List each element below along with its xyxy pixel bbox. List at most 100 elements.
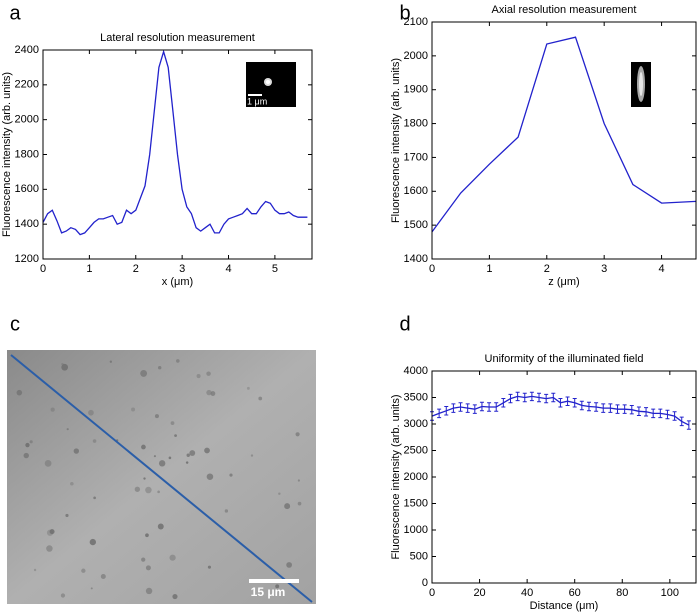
particle: [158, 366, 162, 370]
y-axis-label: Fluorescence intensity (arb. units): [390, 58, 402, 223]
particle: [88, 409, 94, 416]
particle: [295, 432, 300, 437]
particle: [186, 453, 190, 457]
micrograph: [7, 350, 316, 604]
particle: [284, 503, 291, 510]
y-tick-label: 1400: [404, 253, 428, 265]
error-bar: [565, 396, 570, 406]
particle: [175, 359, 180, 363]
y-tick-label: 500: [410, 550, 428, 562]
particle: [158, 460, 166, 467]
particle: [286, 562, 292, 568]
x-tick-label: 60: [569, 587, 581, 599]
particle: [23, 452, 29, 459]
error-bar: [572, 398, 577, 408]
particle: [49, 529, 55, 535]
particle: [33, 568, 37, 572]
particle: [206, 389, 212, 396]
chart-title: Lateral resolution measurement: [100, 32, 255, 44]
y-tick-label: 1000: [404, 524, 428, 536]
error-bar: [636, 406, 641, 417]
particle: [297, 479, 300, 482]
y-axis-label: Fluorescence intensity (arb. units): [390, 394, 402, 559]
particle: [206, 371, 211, 376]
error-bar: [444, 406, 449, 416]
y-tick-label: 1500: [404, 497, 428, 509]
particle: [168, 456, 172, 460]
y-tick-label: 4000: [404, 365, 428, 377]
x-tick-label: 2: [133, 263, 139, 275]
y-tick-label: 1800: [15, 148, 39, 160]
particle: [65, 513, 69, 518]
x-tick-label: 0: [429, 263, 435, 275]
particle: [224, 509, 229, 513]
profile-line: [10, 354, 313, 603]
y-tick-label: 1600: [15, 183, 39, 195]
particle: [246, 386, 250, 390]
particle: [90, 587, 93, 590]
error-bar: [472, 404, 477, 414]
particle: [196, 374, 201, 379]
particle: [275, 584, 280, 589]
particle: [141, 444, 146, 450]
particle: [153, 455, 156, 458]
particle: [210, 391, 216, 396]
particle: [50, 407, 55, 412]
particle: [169, 554, 176, 561]
y-tick-label: 1200: [15, 253, 39, 265]
x-tick-label: 2: [544, 263, 550, 275]
error-bar: [451, 403, 456, 413]
error-bar: [601, 403, 606, 413]
particle: [131, 407, 136, 412]
particle: [93, 496, 96, 500]
error-bar: [608, 403, 613, 413]
particle: [81, 568, 86, 573]
error-bar: [686, 420, 691, 430]
particle: [297, 501, 302, 506]
particle: [46, 545, 53, 552]
particle: [250, 454, 254, 457]
particle: [141, 557, 146, 562]
particle: [140, 369, 148, 377]
y-tick-label: 1900: [404, 84, 428, 96]
particle: [145, 587, 153, 595]
x-tick-label: 80: [616, 587, 628, 599]
error-bar: [437, 408, 442, 419]
error-bar: [501, 398, 506, 408]
particle: [66, 428, 69, 431]
particle: [174, 434, 177, 437]
x-axis-label: Distance (μm): [530, 600, 599, 612]
particle: [154, 414, 159, 419]
panel-label: a: [9, 2, 21, 24]
error-bar: [529, 391, 534, 402]
particle: [229, 473, 233, 477]
data-line: [42, 49, 308, 236]
x-tick-label: 0: [429, 587, 435, 599]
inset-scale-label: 1 μm: [247, 96, 267, 106]
particle: [44, 460, 52, 467]
y-tick-label: 0: [422, 577, 428, 589]
error-bar: [651, 408, 656, 419]
particle: [60, 593, 66, 598]
particle: [189, 450, 196, 456]
particle: [16, 389, 23, 396]
particle: [134, 486, 141, 492]
error-bar: [665, 409, 670, 420]
particle: [258, 396, 263, 401]
particle: [61, 363, 69, 371]
x-tick-label: 1: [86, 263, 92, 275]
error-bar: [522, 392, 527, 403]
inset-spot: [266, 80, 270, 84]
y-tick-label: 1700: [404, 151, 428, 163]
y-tick-label: 2100: [404, 16, 428, 28]
particle: [29, 440, 33, 444]
particle: [73, 448, 80, 454]
particle: [207, 565, 212, 569]
y-tick-label: 1400: [15, 218, 39, 230]
axes-frame: [431, 370, 697, 584]
panel-label: d: [399, 313, 410, 335]
error-bar: [679, 416, 684, 427]
error-bar: [579, 400, 584, 411]
x-tick-label: 1: [486, 263, 492, 275]
